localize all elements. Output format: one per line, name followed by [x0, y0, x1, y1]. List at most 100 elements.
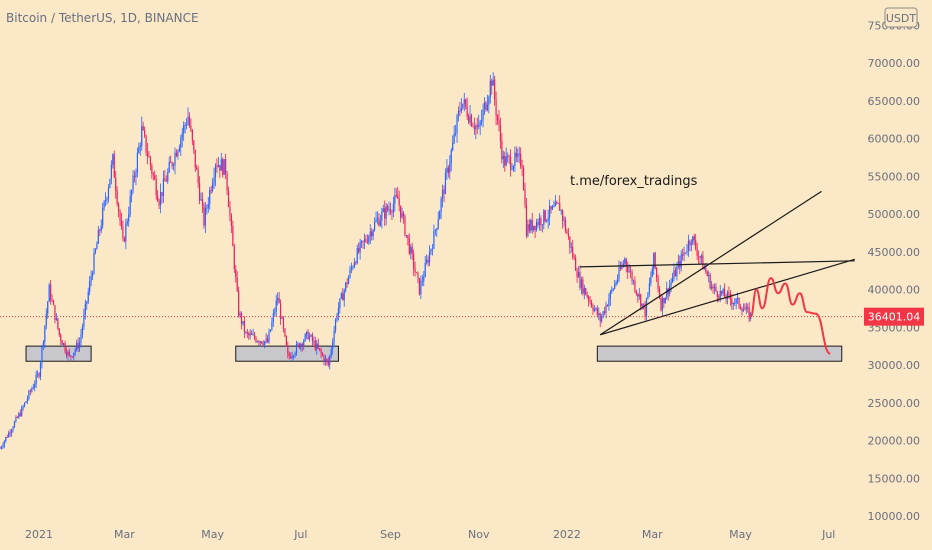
channel-lines: [579, 190, 855, 336]
candle-body: [319, 348, 321, 350]
candle-body: [293, 355, 295, 357]
candle-body: [345, 282, 347, 291]
candle: [45, 308, 47, 330]
candle-body: [207, 204, 209, 208]
candle: [423, 270, 425, 287]
candle: [369, 224, 371, 245]
candle: [196, 164, 198, 171]
x-tick-label: 2021: [25, 528, 53, 541]
candle: [524, 182, 526, 209]
candle-body: [252, 334, 254, 336]
candle: [109, 178, 111, 189]
candle: [397, 186, 399, 199]
candle-body: [103, 201, 105, 208]
candle-body: [538, 218, 541, 225]
candle: [485, 101, 487, 112]
candle: [705, 263, 707, 274]
candle: [612, 287, 614, 292]
candle-body: [362, 240, 364, 242]
candle-body: [281, 317, 283, 319]
candle: [631, 269, 633, 285]
candle-body: [463, 99, 465, 104]
candle: [556, 200, 558, 205]
candle-body: [196, 167, 198, 170]
candle-body: [430, 249, 432, 252]
candle-body: [285, 335, 287, 346]
candle: [48, 282, 50, 302]
candle: [313, 336, 315, 346]
candle: [355, 260, 357, 266]
candle: [164, 170, 166, 182]
candle-body: [744, 309, 746, 311]
candle: [658, 286, 661, 300]
candle: [310, 333, 312, 338]
candle: [157, 190, 159, 203]
candle-body: [76, 342, 78, 350]
candle-body: [32, 387, 34, 389]
candle-body: [454, 133, 457, 134]
candle-body: [251, 333, 253, 335]
candle-body: [298, 343, 300, 349]
candle: [498, 109, 500, 132]
candle-body: [232, 226, 234, 247]
candle: [274, 307, 276, 317]
candle-body: [742, 309, 745, 312]
candle-body: [290, 356, 292, 359]
candle: [146, 142, 149, 165]
candle: [148, 151, 150, 158]
candle: [466, 97, 468, 120]
candle-body: [369, 231, 371, 237]
candle: [32, 383, 34, 390]
candle-body: [614, 283, 616, 289]
candle: [47, 300, 49, 319]
candle: [634, 276, 636, 294]
candle-body: [227, 190, 230, 207]
candle-body: [253, 334, 256, 339]
candle-body: [57, 318, 59, 329]
candle: [564, 216, 567, 234]
candle-body: [382, 208, 384, 212]
candle-body: [453, 133, 455, 143]
candle: [376, 211, 379, 225]
candle-body: [133, 175, 136, 178]
candle-body: [650, 277, 652, 284]
candle: [709, 272, 711, 290]
candle: [90, 270, 92, 287]
candle-body: [505, 156, 507, 166]
candle: [230, 213, 233, 234]
candle-body: [99, 230, 101, 231]
candle-body: [637, 293, 639, 297]
y-tick-label: 65000.00: [868, 95, 921, 108]
candle: [742, 303, 745, 312]
candle: [37, 370, 39, 378]
currency-badge[interactable]: [884, 7, 918, 28]
candle-body: [601, 316, 603, 322]
candle: [670, 277, 672, 293]
candle: [363, 233, 366, 249]
candle-body: [326, 358, 328, 362]
candle: [734, 298, 736, 306]
candle-body: [249, 333, 251, 336]
candle-body: [355, 262, 357, 264]
candle-body: [240, 313, 243, 324]
candle-body: [265, 338, 267, 342]
candle-body: [582, 279, 584, 294]
candle-body: [48, 284, 50, 302]
candle-body: [158, 201, 160, 206]
candle-body: [517, 153, 519, 157]
candle-body: [74, 349, 76, 353]
candle: [560, 209, 562, 215]
candle-body: [89, 281, 91, 292]
candle-body: [677, 260, 679, 267]
candle: [128, 206, 130, 227]
candle-body: [670, 282, 672, 286]
candle: [238, 286, 240, 318]
candle: [528, 219, 530, 234]
candle: [110, 160, 112, 185]
candle: [368, 234, 370, 245]
candle-body: [300, 343, 302, 349]
candle-body: [191, 129, 193, 141]
candle-body: [223, 159, 225, 175]
candle: [23, 402, 26, 408]
